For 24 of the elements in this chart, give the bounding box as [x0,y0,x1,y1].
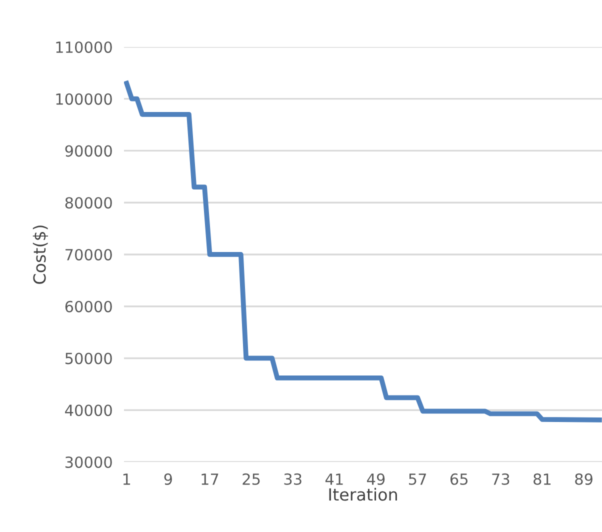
x-tick-label: 25 [242,473,260,485]
y-tick-label: 50000 [65,352,112,364]
x-tick-label: 33 [284,473,302,485]
x-tick-label: 1 [123,474,130,485]
x-tick-label: 73 [492,473,510,485]
line-series [124,80,602,422]
y-axis-title: Cost($) [32,226,48,284]
x-tick-label: 49 [367,473,385,485]
y-tick-label: 30000 [65,456,112,468]
y-tick-label: 110000 [56,41,112,53]
x-tick-label: 57 [409,474,426,485]
y-tick-label: 90000 [65,145,112,157]
y-tick-label: 40000 [65,404,112,416]
y-tick-label: 70000 [66,248,112,261]
x-tick-label: 81 [534,473,551,485]
y-tick-label: 60000 [65,300,112,312]
y-tick-label: 100000 [56,93,112,105]
x-tick-label: 65 [450,473,468,485]
x-tick-label: 41 [325,474,343,485]
x-tick-label: 17 [202,474,218,485]
x-axis-title: Iteration [329,488,397,501]
y-tick-label: 80000 [65,197,112,209]
x-tick-label: 9 [164,473,172,485]
x-tick-label: 89 [575,473,592,485]
